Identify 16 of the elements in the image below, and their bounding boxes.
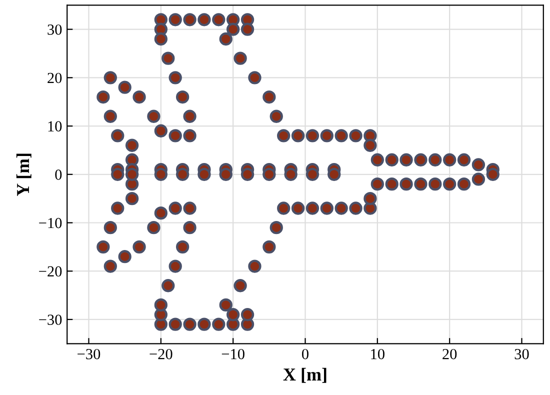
x-tick-label: 0: [302, 348, 308, 360]
y-tick-label: −20: [39, 266, 62, 277]
y-tick-label: 10: [48, 121, 62, 132]
x-tick-label: −10: [222, 348, 244, 360]
y-tick-label: 0: [55, 170, 62, 180]
x-tick-label: −20: [150, 348, 172, 360]
x-tick-label: −30: [78, 348, 100, 360]
y-tick-label: −30: [39, 314, 62, 325]
x-axis-title: X [m]: [283, 368, 326, 383]
x-tick-label: 20: [442, 348, 457, 360]
x-tick-label: 30: [514, 348, 529, 360]
y-axis-title: Y [m]: [16, 154, 32, 196]
y-tick-label: 20: [48, 72, 62, 84]
y-tick-label: −10: [39, 218, 62, 228]
y-tick-label: 30: [48, 24, 62, 35]
x-tick-label: 10: [371, 348, 384, 360]
